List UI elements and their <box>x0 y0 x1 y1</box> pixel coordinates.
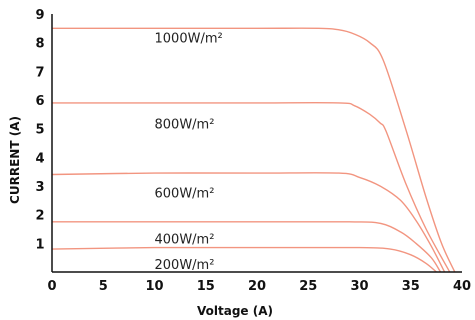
series-label: 800W/m² <box>155 118 215 133</box>
x-tick-label: 40 <box>453 279 471 294</box>
series-line-5 <box>51 246 437 273</box>
y-tick-labels: 1 2 3 4 5 6 7 8 9 <box>35 8 44 252</box>
y-tick-label: 6 <box>35 94 44 109</box>
x-tick-label: 15 <box>197 279 215 294</box>
x-tick-label: 30 <box>350 279 368 294</box>
y-tick-label: 5 <box>35 123 44 138</box>
y-tick-label: 3 <box>35 180 44 195</box>
series-label: 600W/m² <box>155 186 215 201</box>
y-tick-label: 7 <box>35 65 44 80</box>
x-axis-title: Voltage (A) <box>197 304 273 318</box>
x-tick-label: 35 <box>402 279 420 294</box>
x-tick-label: 10 <box>145 279 163 294</box>
y-tick-label: 2 <box>35 209 44 224</box>
series-line-3 <box>51 172 446 273</box>
x-tick-label: 25 <box>299 279 317 294</box>
x-tick-label: 20 <box>248 279 266 294</box>
y-tick-label: 8 <box>35 37 44 52</box>
y-tick-label: 1 <box>35 237 44 252</box>
y-axis-title: CURRENT (A) <box>8 116 22 204</box>
series-line-2 <box>52 101 451 273</box>
series-label: 400W/m² <box>155 232 215 247</box>
x-tick-label: 5 <box>99 279 108 294</box>
curves-layer <box>51 27 456 273</box>
series-line-4 <box>52 221 442 273</box>
series-label: 1000W/m² <box>155 32 223 47</box>
y-tick-label: 9 <box>35 8 44 23</box>
series-label: 200W/m² <box>155 258 215 273</box>
x-tick-label: 0 <box>47 279 56 294</box>
y-tick-label: 4 <box>35 151 44 166</box>
series-labels: 1000W/m² 800W/m² 600W/m² 400W/m² 200W/m² <box>155 32 223 273</box>
series-line-1 <box>52 27 456 273</box>
x-tick-labels: 0 5 10 15 20 25 30 35 40 <box>47 279 471 294</box>
